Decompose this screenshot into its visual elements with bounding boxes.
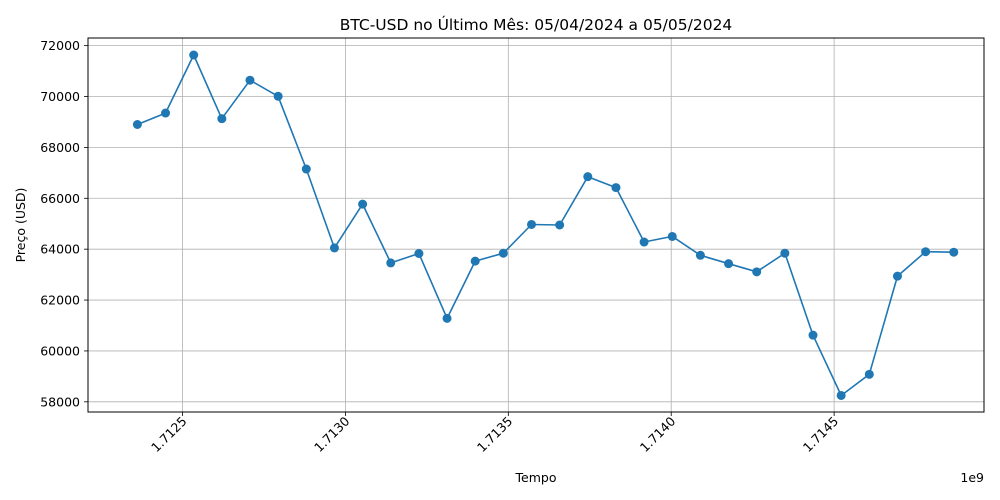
data-point — [724, 259, 734, 269]
data-point — [780, 248, 790, 258]
data-point — [245, 75, 255, 85]
data-point — [836, 390, 846, 400]
data-point — [864, 369, 874, 379]
x-offset-label: 1e9 — [960, 470, 984, 485]
data-point — [639, 237, 649, 247]
data-point — [414, 248, 424, 258]
data-point — [386, 258, 396, 268]
y-tick-label: 60000 — [40, 343, 80, 358]
data-point — [442, 313, 452, 323]
data-point — [555, 220, 565, 230]
data-point — [949, 247, 959, 257]
data-point — [921, 247, 931, 257]
y-tick-label: 66000 — [40, 191, 80, 206]
series-line — [137, 54, 954, 397]
data-point — [189, 50, 199, 60]
data-point — [498, 248, 508, 258]
x-tick-label: 1.7135 — [474, 414, 516, 456]
data-point — [301, 164, 311, 174]
x-tick-label: 1.7140 — [637, 413, 679, 455]
y-tick-label: 72000 — [40, 38, 80, 53]
x-tick-label: 1.7130 — [311, 413, 353, 455]
x-tick-label: 1.7145 — [800, 414, 842, 456]
plot-frame — [87, 37, 985, 413]
x-axis: 1.7125 1.7130 1.7135 1.7140 1.7145 — [148, 412, 841, 455]
data-point — [329, 243, 339, 253]
y-axis: 58000 60000 62000 64000 66000 68000 70000 72000 — [40, 38, 88, 409]
data-point — [132, 120, 142, 130]
data-point — [808, 330, 818, 340]
data-point — [695, 250, 705, 260]
y-tick-label: 58000 — [40, 394, 80, 409]
y-tick-label: 62000 — [40, 293, 80, 308]
data-point — [583, 172, 593, 182]
x-axis-label: Tempo — [515, 470, 557, 485]
y-tick-label: 68000 — [40, 140, 80, 155]
data-point — [667, 231, 677, 241]
data-point — [611, 183, 621, 193]
y-axis-label: Preço (USD) — [13, 188, 28, 263]
chart-title: BTC-USD no Último Mês: 05/04/2024 a 05/0… — [340, 15, 733, 34]
data-point — [892, 271, 902, 281]
data-point — [752, 267, 762, 277]
data-point — [273, 91, 283, 101]
data-markers — [132, 50, 959, 400]
data-point — [470, 256, 480, 266]
x-tick-label: 1.7125 — [148, 414, 190, 456]
y-tick-label: 64000 — [40, 242, 80, 257]
data-point — [527, 219, 537, 229]
data-point — [217, 114, 227, 124]
data-point — [358, 199, 368, 209]
data-point — [161, 108, 171, 118]
y-tick-label: 70000 — [40, 89, 80, 104]
series-polyline — [137, 54, 954, 397]
